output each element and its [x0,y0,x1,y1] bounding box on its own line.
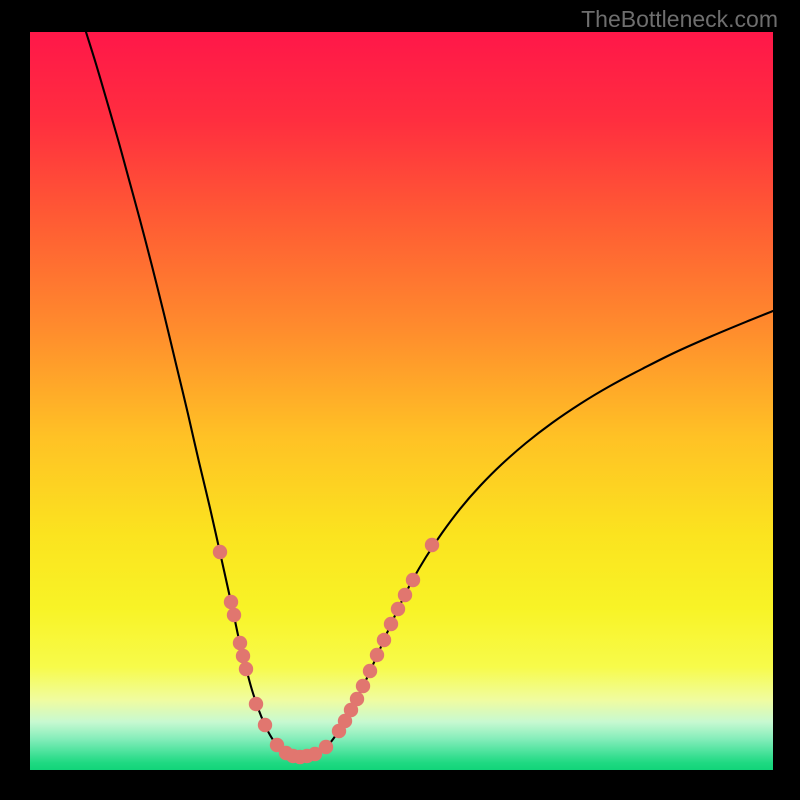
data-dot [258,718,272,732]
data-dot [363,664,377,678]
data-dot [236,649,250,663]
data-dot [239,662,253,676]
data-dot [356,679,370,693]
data-dot [398,588,412,602]
data-dot [384,617,398,631]
data-dot [227,608,241,622]
dots-layer [0,0,800,800]
data-dot [213,545,227,559]
data-dot [350,692,364,706]
data-dot [370,648,384,662]
data-dot [377,633,391,647]
data-dot [406,573,420,587]
data-dot [391,602,405,616]
chart-stage: TheBottleneck.com [0,0,800,800]
data-dot [249,697,263,711]
data-dot [233,636,247,650]
data-dot [224,595,238,609]
data-dot [319,740,333,754]
data-dot [425,538,439,552]
watermark-text: TheBottleneck.com [581,6,778,33]
